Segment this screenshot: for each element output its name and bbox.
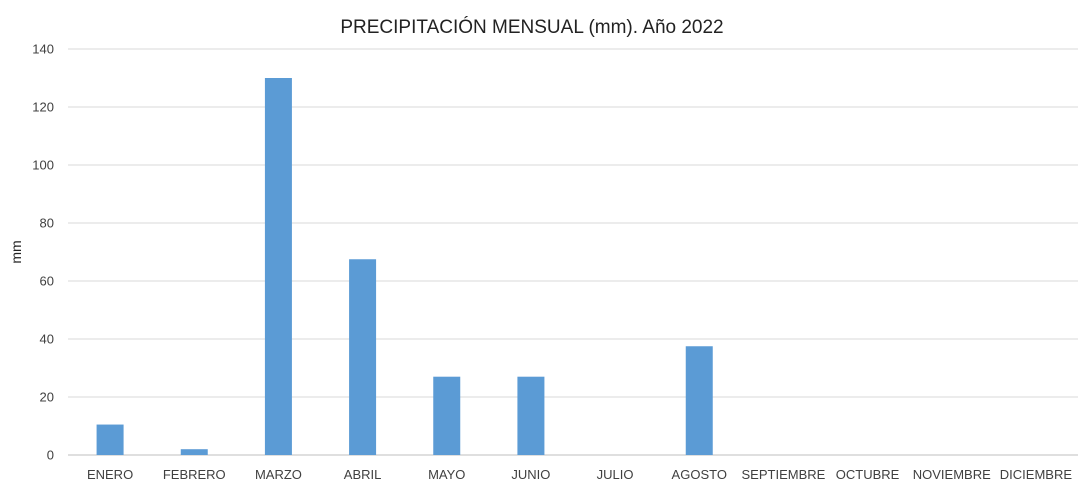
y-tick-label: 80	[40, 216, 54, 231]
x-tick-label: NOVIEMBRE	[913, 467, 991, 481]
y-tick-labels: 0 20 40 60 80 100 120 140	[32, 42, 54, 463]
x-tick-label: SEPTIEMBRE	[742, 467, 826, 481]
y-tick-label: 20	[40, 390, 54, 405]
y-tick-label: 60	[40, 274, 54, 289]
x-tick-label: DICIEMBRE	[1000, 467, 1073, 481]
x-tick-label: FEBRERO	[163, 467, 226, 481]
bar	[180, 449, 208, 455]
x-tick-label: JUNIO	[511, 467, 550, 481]
bar	[349, 259, 377, 455]
y-tick-label: 100	[32, 158, 54, 173]
y-tick-label: 140	[32, 42, 54, 57]
y-tick-label: 0	[47, 448, 54, 463]
chart-title: PRECIPITACIÓN MENSUAL (mm). Año 2022	[340, 16, 723, 38]
y-tick-label: 120	[32, 100, 54, 115]
bars	[96, 78, 713, 455]
y-axis-label: mm	[8, 240, 24, 263]
x-tick-label: MAYO	[428, 467, 465, 481]
bar	[264, 78, 292, 455]
x-tick-label: OCTUBRE	[836, 467, 900, 481]
x-tick-label: MARZO	[255, 467, 302, 481]
x-tick-label: ENERO	[87, 467, 133, 481]
x-tick-labels: ENERO FEBRERO MARZO ABRIL MAYO JUNIO JULIO AGOS…	[87, 467, 1072, 481]
bar	[685, 346, 713, 455]
x-tick-label: ABRIL	[344, 467, 382, 481]
x-tick-label: JULIO	[597, 467, 634, 481]
bar	[433, 376, 461, 455]
x-tick-label: AGOSTO	[672, 467, 727, 481]
bar	[517, 376, 545, 455]
gridlines	[68, 48, 1078, 456]
y-tick-label: 40	[40, 332, 54, 347]
bar	[96, 424, 124, 455]
